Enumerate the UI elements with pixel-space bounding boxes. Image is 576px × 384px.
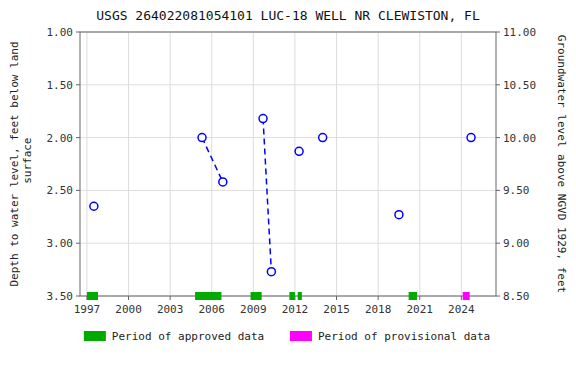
y-axis-label-line: Depth to water level, feet below land	[8, 41, 21, 286]
y2-tick	[496, 84, 500, 85]
point	[467, 134, 475, 142]
point	[395, 211, 403, 219]
point	[90, 202, 98, 210]
y2-tick	[496, 32, 500, 33]
x-tick-label: 2009	[240, 303, 267, 316]
y2-tick	[496, 296, 500, 297]
x-tick	[336, 296, 337, 300]
point	[198, 134, 206, 142]
grid-line	[419, 32, 420, 296]
point	[319, 134, 327, 142]
x-tick	[461, 296, 462, 300]
grid-line	[86, 32, 87, 296]
grid-line	[80, 84, 496, 85]
grid-line	[253, 32, 254, 296]
x-tick-label: 2015	[323, 303, 350, 316]
period-bar	[289, 292, 295, 300]
y-tick	[76, 137, 80, 138]
y2-tick-label: 8.50	[503, 290, 530, 303]
grid-line	[336, 32, 337, 296]
y-tick	[76, 84, 80, 85]
y-tick-label: 2.50	[47, 184, 74, 197]
grid	[80, 32, 496, 296]
grid-line	[211, 32, 212, 296]
y2-tick	[496, 243, 500, 244]
x-tick-label: 2012	[282, 303, 309, 316]
x-tick-label: 2006	[198, 303, 225, 316]
grid-line	[80, 190, 496, 191]
y-tick-label: 3.00	[47, 237, 74, 250]
legend: Period of approved data Period of provisi…	[84, 330, 490, 343]
plot-data	[90, 115, 475, 276]
chart: 1997 2000 2003 2006 2009 2012 2015 2018 2021 2024…	[0, 0, 576, 384]
plot-frame	[80, 32, 496, 296]
y2-axis-label: Groundwater level above NGVD 1929, feet	[555, 35, 568, 293]
y2-tick-label: 11.00	[503, 26, 536, 39]
legend-label: Period of approved data	[112, 330, 264, 343]
period-bar	[463, 292, 470, 300]
point	[267, 268, 275, 276]
y2-tick-label: 10.00	[503, 132, 536, 145]
x-tick	[170, 296, 171, 300]
axes: 1997 2000 2003 2006 2009 2012 2015 2018 2021 2024…	[47, 26, 537, 316]
y-tick-label: 3.50	[47, 290, 74, 303]
y-tick	[76, 296, 80, 297]
x-tick-label: 2018	[365, 303, 392, 316]
period-bar	[409, 292, 417, 300]
period-bar	[87, 292, 98, 300]
grid-line	[461, 32, 462, 296]
periods	[87, 292, 470, 300]
y-axis-label-line: surface	[21, 138, 34, 191]
point	[295, 147, 303, 155]
legend-label: Period of provisional data	[318, 330, 490, 343]
x-tick-label: 2000	[115, 303, 142, 316]
x-tick	[419, 296, 420, 300]
legend-swatch	[84, 331, 106, 341]
period-bar	[298, 292, 302, 300]
x-tick	[378, 296, 379, 300]
x-tick	[128, 296, 129, 300]
y-tick-label: 1.00	[47, 26, 74, 39]
y-tick-label: 1.50	[47, 79, 74, 92]
title: USGS 264022081054101 LUC-18 WELL NR CLEW…	[96, 8, 480, 23]
y-tick	[76, 190, 80, 191]
x-tick-label: 2024	[448, 303, 475, 316]
line-segment	[202, 138, 223, 182]
point	[259, 115, 267, 123]
grid-line	[378, 32, 379, 296]
legend-swatch	[290, 331, 312, 341]
grid-line	[294, 32, 295, 296]
y2-tick-label: 9.00	[503, 237, 530, 250]
grid-line	[80, 137, 496, 138]
line-segment	[263, 119, 271, 272]
x-tick-label: 1997	[74, 303, 101, 316]
y-axis-label: Depth to water level, feet below land su…	[8, 41, 34, 286]
y2-tick	[496, 190, 500, 191]
y2-tick-label: 9.50	[503, 184, 530, 197]
y2-tick-label: 10.50	[503, 79, 536, 92]
y-tick-label: 2.00	[47, 132, 74, 145]
y2-tick	[496, 137, 500, 138]
x-tick-label: 2003	[157, 303, 184, 316]
y-tick	[76, 32, 80, 33]
grid-line	[128, 32, 129, 296]
point	[219, 178, 227, 186]
period-bar	[251, 292, 262, 300]
x-tick-label: 2021	[406, 303, 433, 316]
grid-line	[170, 32, 171, 296]
background	[0, 0, 576, 384]
grid-line	[80, 243, 496, 244]
period-bar	[195, 292, 221, 300]
y-tick	[76, 243, 80, 244]
